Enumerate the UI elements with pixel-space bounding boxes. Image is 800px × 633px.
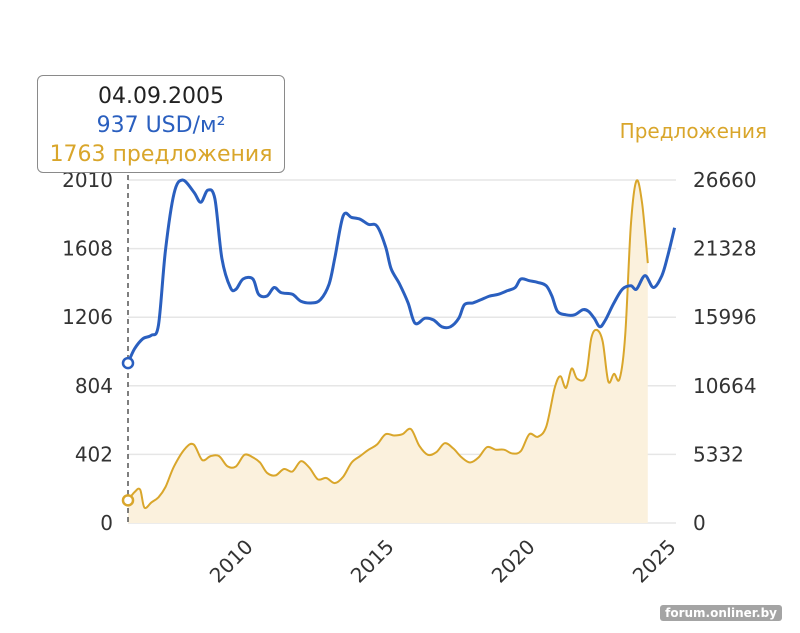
offers-hover-marker — [121, 494, 135, 507]
y-tick-label-right: 21328 — [693, 237, 757, 261]
y-tick-label-right: 0 — [693, 511, 706, 535]
y-tick-label-left: 0 — [100, 511, 113, 535]
x-axis: 2010 2015 2020 2025 — [205, 535, 681, 588]
y-tick-label-left: 1608 — [62, 237, 113, 261]
tooltip-price: 937 USD/м² — [96, 113, 226, 138]
price-line-series — [126, 178, 677, 364]
x-tick-label: 2020 — [487, 535, 540, 588]
y2-axis-title: Предложения — [620, 119, 767, 143]
hover-markers — [121, 356, 135, 507]
y-tick-label-left: 402 — [75, 442, 113, 466]
y-tick-label-right: 26660 — [693, 168, 757, 192]
y-tick-label-right: 10664 — [693, 374, 757, 398]
offers-area-fill — [128, 180, 648, 523]
watermark: forum.onliner.by — [660, 605, 782, 621]
y-tick-label-left: 1206 — [62, 305, 113, 329]
price-hover-marker — [121, 356, 135, 370]
y-tick-label-left: 804 — [75, 374, 113, 398]
offers-area-series — [127, 179, 649, 523]
offers-line — [127, 179, 649, 510]
y-tick-label-right: 15996 — [693, 305, 757, 329]
y-axis-right: 0 5332 10664 15996 21328 26660 — [693, 168, 757, 535]
y-tick-label-right: 5332 — [693, 442, 744, 466]
x-tick-label: 2025 — [628, 535, 681, 588]
x-tick-label: 2015 — [346, 535, 399, 588]
hover-tooltip: 04.09.2005 937 USD/м² 1763 предложения — [37, 75, 285, 173]
price-line — [126, 178, 677, 364]
tooltip-date: 04.09.2005 — [98, 84, 224, 109]
tooltip-offers: 1763 предложения — [49, 142, 273, 167]
x-tick-label: 2010 — [205, 535, 258, 588]
